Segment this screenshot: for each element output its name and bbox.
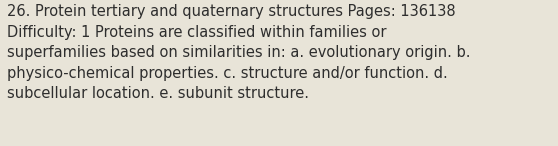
Text: 26. Protein tertiary and quaternary structures Pages: 136138
Difficulty: 1 Prote: 26. Protein tertiary and quaternary stru… xyxy=(7,4,470,101)
